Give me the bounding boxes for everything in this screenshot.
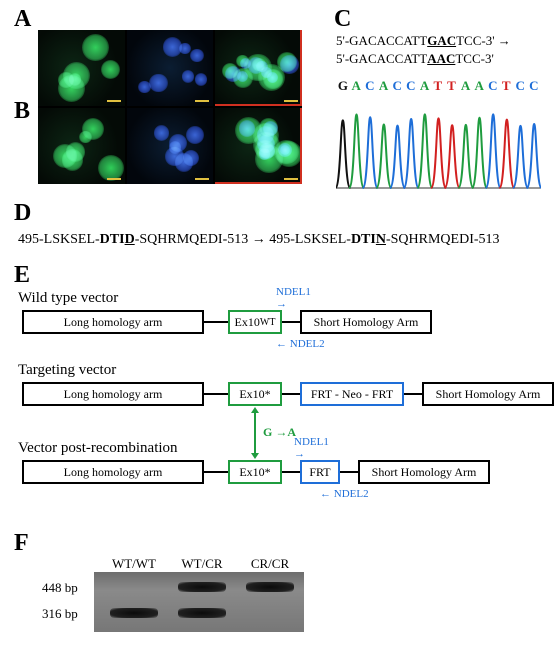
primer-label: NDEL1→ xyxy=(294,436,329,460)
vector-connector xyxy=(282,471,300,473)
vector-box: Long homology arm xyxy=(22,310,204,334)
panel-label-a: A xyxy=(14,6,31,33)
micrograph-grid xyxy=(38,30,302,184)
panel-label-d: D xyxy=(14,200,31,227)
d-right-b: -SQHRMQEDI-513 xyxy=(386,232,500,247)
chromatogram-base: A xyxy=(420,78,429,94)
vector-box: Long homology arm xyxy=(22,382,204,406)
bp-label-upper: 448 bp xyxy=(42,580,78,596)
chromatogram-base: G xyxy=(338,78,348,94)
micrograph-cell xyxy=(127,108,214,184)
seq-line-1: 5'-GACACCATTGACTCC-3' → xyxy=(336,32,511,50)
micrograph-cell xyxy=(215,30,302,106)
gel-lane xyxy=(240,572,300,632)
vector-box: Ex10* xyxy=(228,460,282,484)
d-left-mid: DTI xyxy=(100,232,125,247)
chromatogram-base: A xyxy=(461,78,470,94)
seq2-post: TCC-3' xyxy=(455,51,493,66)
primer-label: NDEL1→ xyxy=(276,286,311,310)
d-right-u: N xyxy=(376,232,386,247)
vector-box: FRT - Neo - FRT xyxy=(300,382,404,406)
vector-box: FRT xyxy=(300,460,340,484)
g-to-a-arrow xyxy=(254,412,256,454)
d-left-a: 495-LSKSEL- xyxy=(18,232,100,247)
vector-box: Short Homology Arm xyxy=(358,460,490,484)
gel-lane xyxy=(104,572,164,632)
seq1-arrow: → xyxy=(498,33,511,48)
vector-connector xyxy=(340,471,358,473)
figure-root: A B C D E F 5'-GACACCATTGACTCC-3' → 5'-G… xyxy=(0,0,560,649)
seq1-pre: 5'-GACACCATT xyxy=(336,33,427,48)
gel-image xyxy=(94,572,304,632)
micrograph-cell xyxy=(38,108,125,184)
seq1-post: TCC-3' xyxy=(456,33,498,48)
vector-connector xyxy=(404,393,422,395)
chromatogram-base: A xyxy=(352,78,361,94)
micrograph-cell xyxy=(215,108,302,184)
vector-row-wt: Long homology arm Ex10WT Short Homology Ar… xyxy=(22,310,432,334)
chromatogram-base: C xyxy=(365,78,374,94)
chromatogram-base: C xyxy=(406,78,415,94)
vec-title-wt: Wild type vector xyxy=(18,290,118,307)
d-right-a: 495-LSKSEL- xyxy=(266,232,351,247)
chromatogram-base: C xyxy=(393,78,402,94)
chromatogram: GACACCATTAACTCC xyxy=(336,78,541,190)
vector-connector xyxy=(204,321,228,323)
vector-box: Long homology arm xyxy=(22,460,204,484)
gel-lane-label: WT/CR xyxy=(172,556,232,572)
panel-c-sequences: 5'-GACACCATTGACTCC-3' → 5'-GACACCATTAACT… xyxy=(336,32,511,67)
vec-title-pr: Vector post-recombination xyxy=(18,440,178,457)
panel-label-c: C xyxy=(334,6,351,33)
vector-row-pr: Long homology arm Ex10* FRT Short Homology … xyxy=(22,460,490,484)
panel-label-f: F xyxy=(14,530,29,557)
d-arrow: → xyxy=(252,232,266,247)
chromatogram-base: A xyxy=(475,78,484,94)
vector-connector xyxy=(282,321,300,323)
chromatogram-base: C xyxy=(516,78,525,94)
d-left-u: D xyxy=(125,232,135,247)
seq2-mid: AAC xyxy=(427,51,455,66)
vector-box: Ex10* xyxy=(228,382,282,406)
panel-d-protein: 495-LSKSEL-DTID-SQHRMQEDI-513 → 495-LSKS… xyxy=(18,232,500,248)
seq-line-2: 5'-GACACCATTAACTCC-3' xyxy=(336,50,511,68)
primer-label: ← NDEL2 xyxy=(320,488,369,500)
chromatogram-base: T xyxy=(434,78,443,94)
panel-label-b: B xyxy=(14,98,30,125)
d-left-b: -SQHRMQEDI-513 xyxy=(135,232,252,247)
micrograph-cell xyxy=(127,30,214,106)
g-to-a-label: G →A xyxy=(263,425,296,440)
chromatogram-base: T xyxy=(502,78,511,94)
bp-label-lower: 316 bp xyxy=(42,606,78,622)
micrograph-cell xyxy=(38,30,125,106)
chromatogram-base: C xyxy=(529,78,538,94)
chromatogram-base: C xyxy=(488,78,497,94)
gel-lane-label: CR/CR xyxy=(240,556,300,572)
gel-lane-label: WT/WT xyxy=(104,556,164,572)
vector-connector xyxy=(204,471,228,473)
vector-box: Short Homology Arm xyxy=(422,382,554,406)
chromatogram-base: T xyxy=(447,78,456,94)
gel-lane xyxy=(172,572,232,632)
vector-box: Ex10WT xyxy=(228,310,282,334)
vector-connector xyxy=(204,393,228,395)
d-right-mid: DTI xyxy=(351,232,376,247)
vector-box: Short Homology Arm xyxy=(300,310,432,334)
primer-label: ← NDEL2 xyxy=(276,338,325,350)
vector-connector xyxy=(282,393,300,395)
chromatogram-base: A xyxy=(379,78,388,94)
seq2-pre: 5'-GACACCATT xyxy=(336,51,427,66)
seq1-mid: GAC xyxy=(427,33,456,48)
panel-label-e: E xyxy=(14,262,30,289)
vec-title-tg: Targeting vector xyxy=(18,362,116,379)
vector-row-tg: Long homology arm Ex10* FRT - Neo - FRT Sho… xyxy=(22,382,554,406)
